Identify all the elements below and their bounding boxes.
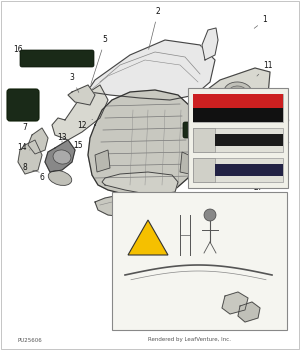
Text: 10: 10 [7, 98, 17, 106]
Polygon shape [18, 140, 42, 174]
Text: 14: 14 [17, 144, 30, 153]
Polygon shape [198, 68, 270, 116]
Text: 9: 9 [238, 105, 254, 120]
Text: 18: 18 [280, 98, 290, 106]
Polygon shape [88, 90, 200, 198]
FancyBboxPatch shape [112, 192, 287, 330]
Text: PU25606: PU25606 [18, 337, 43, 343]
Text: 29: 29 [268, 271, 283, 280]
Text: !: ! [146, 233, 151, 243]
Text: No passengers.: No passengers. [233, 138, 265, 142]
Text: 13: 13 [57, 133, 67, 142]
Polygon shape [238, 302, 260, 322]
Text: 19: 19 [280, 118, 290, 126]
Polygon shape [45, 140, 75, 172]
Polygon shape [222, 292, 248, 314]
FancyBboxPatch shape [7, 89, 39, 121]
FancyBboxPatch shape [193, 94, 283, 122]
Text: 20: 20 [233, 290, 243, 304]
Ellipse shape [224, 82, 252, 102]
Text: 1: 1 [254, 15, 267, 28]
Polygon shape [195, 120, 235, 188]
Text: 28: 28 [118, 202, 130, 215]
Polygon shape [85, 40, 215, 100]
Text: Ride safely.: Ride safely. [224, 112, 252, 118]
Polygon shape [128, 220, 168, 255]
Text: 7: 7 [22, 124, 34, 136]
Text: 15: 15 [73, 140, 83, 149]
Polygon shape [68, 85, 95, 105]
Polygon shape [102, 172, 178, 195]
FancyBboxPatch shape [215, 164, 283, 176]
Text: 21: 21 [213, 273, 223, 282]
FancyBboxPatch shape [193, 158, 215, 182]
FancyBboxPatch shape [215, 134, 283, 146]
FancyBboxPatch shape [20, 50, 94, 67]
Text: 3: 3 [70, 74, 79, 92]
FancyBboxPatch shape [193, 94, 283, 108]
Text: JOHN DEERE: JOHN DEERE [35, 56, 79, 62]
Text: 11: 11 [257, 61, 273, 76]
Text: 4: 4 [232, 150, 250, 164]
Polygon shape [202, 28, 218, 60]
Text: 25: 25 [280, 158, 290, 167]
Ellipse shape [48, 170, 72, 186]
FancyBboxPatch shape [193, 128, 283, 152]
Text: Slow down.: Slow down. [237, 168, 261, 172]
Polygon shape [28, 128, 48, 154]
Polygon shape [52, 85, 108, 140]
Text: JOHN DEERE: JOHN DEERE [200, 127, 243, 133]
FancyBboxPatch shape [188, 88, 288, 188]
Text: 2: 2 [149, 7, 161, 49]
Text: 17: 17 [262, 127, 277, 136]
Text: 8: 8 [22, 163, 39, 173]
Text: 🦌: 🦌 [20, 100, 26, 110]
Text: 12: 12 [77, 119, 93, 130]
Text: 16: 16 [13, 46, 26, 59]
Text: 5: 5 [91, 35, 107, 84]
Text: ⚠ WARNING: ⚠ WARNING [220, 98, 256, 104]
Polygon shape [95, 195, 148, 217]
Polygon shape [95, 150, 110, 172]
Text: 6: 6 [40, 173, 52, 182]
Text: 23: 23 [243, 304, 253, 316]
Text: 27: 27 [250, 182, 263, 192]
FancyBboxPatch shape [193, 158, 283, 182]
FancyBboxPatch shape [193, 128, 215, 152]
Text: 22: 22 [210, 302, 222, 316]
Text: 24: 24 [280, 138, 290, 147]
Polygon shape [180, 152, 195, 175]
FancyBboxPatch shape [183, 122, 259, 138]
Text: 26: 26 [140, 206, 153, 220]
Circle shape [204, 209, 216, 221]
Ellipse shape [53, 150, 71, 164]
FancyBboxPatch shape [193, 108, 283, 122]
Text: Rendered by LeafVenture, Inc.: Rendered by LeafVenture, Inc. [148, 337, 232, 343]
Ellipse shape [229, 86, 247, 98]
